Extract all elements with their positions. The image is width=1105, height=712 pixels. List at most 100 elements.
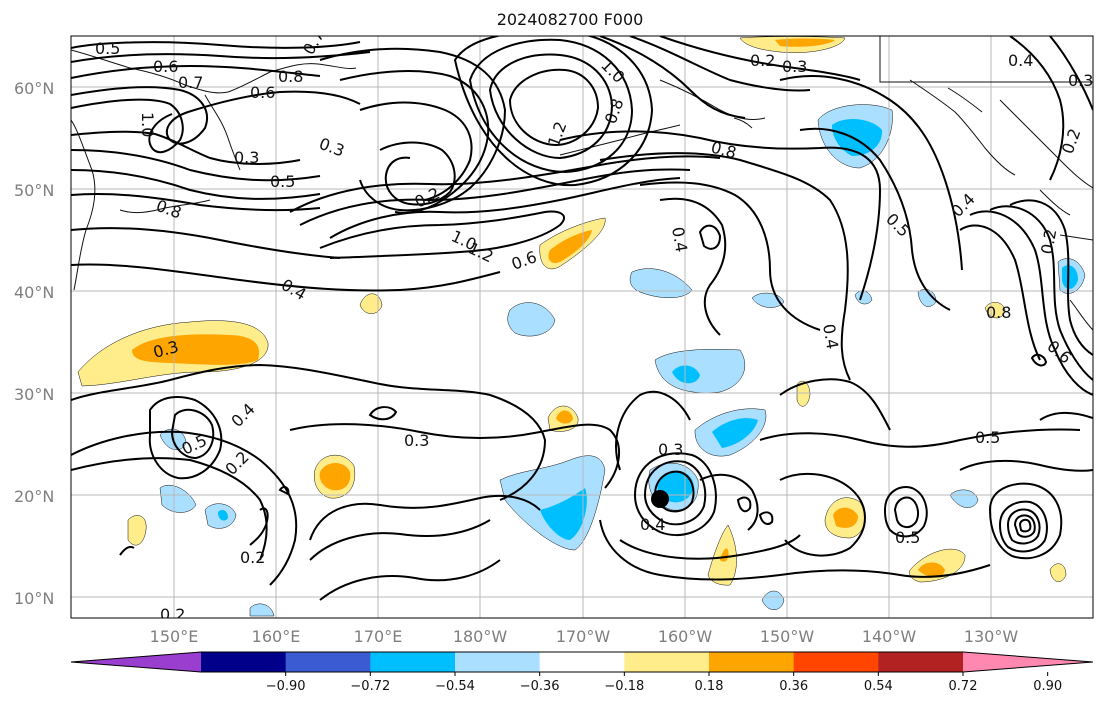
negative-anomaly-area <box>540 488 587 540</box>
longitude-label: 180°W <box>453 627 508 646</box>
contour-label: 0.3 <box>658 440 683 459</box>
longitude-label: 160°E <box>252 627 301 646</box>
contour-label: 0.5 <box>270 172 295 191</box>
coastlines <box>71 36 1093 331</box>
contour-label: 0.2 <box>160 605 185 624</box>
colorbar-tick-label: 0.36 <box>779 679 808 694</box>
contour-label: 0.3 <box>234 148 259 167</box>
contour-label: 0.5 <box>975 428 1000 447</box>
contour-label: 0.7 <box>299 26 328 58</box>
colorbar-swatch <box>370 652 456 672</box>
latitude-axis: 60°N 50°N 40°N 30°N 20°N 10°N <box>14 79 54 608</box>
latitude-label: 10°N <box>14 589 54 608</box>
negative-anomaly-area <box>499 455 606 551</box>
contour-label: 0.2 <box>750 51 775 70</box>
longitude-label: 130°W <box>964 627 1019 646</box>
longitude-label: 170°E <box>354 627 403 646</box>
contour-label: 0.6 <box>509 247 539 274</box>
map-frame <box>70 35 1094 619</box>
negative-anomaly-area <box>761 590 785 610</box>
negative-anomaly-area <box>507 302 556 337</box>
contour-label: 0.8 <box>986 303 1011 322</box>
shaded-areas <box>77 36 1086 617</box>
contour-label: 0.4 <box>640 515 665 534</box>
colorbar-swatch <box>793 652 879 672</box>
contour-label: 0.5 <box>95 39 120 58</box>
contour-label: 0.4 <box>278 275 310 304</box>
contour-label: 0.4 <box>819 322 842 350</box>
contour-label: 0.3 <box>404 431 429 450</box>
colorbar-swatch <box>878 652 964 672</box>
contour-label: 0.6 <box>153 57 178 76</box>
contour-label: 0.8 <box>709 138 739 163</box>
longitude-label: 160°W <box>658 627 713 646</box>
contour-label: 1.2 <box>544 119 571 149</box>
negative-anomaly-area <box>949 489 979 508</box>
positive-anomaly-area <box>132 334 260 365</box>
contour-label: 0.6 <box>1043 337 1075 368</box>
colorbar-swatch <box>285 652 371 672</box>
contour-label: 0.8 <box>278 67 303 86</box>
colorbar-tick-label: −0.18 <box>604 679 644 694</box>
contour-label: 0.2 <box>1037 227 1060 255</box>
positive-anomaly-area <box>556 410 573 424</box>
latitude-label: 50°N <box>14 181 54 200</box>
map-panel: 0.5 0.6 0.7 0.8 0.6 0.7 1.0 0.3 0.5 0.8 … <box>71 26 1093 624</box>
map-title: 2024082700 F000 <box>496 10 644 29</box>
positive-anomaly-area <box>548 230 592 264</box>
contour-label: 0.3 <box>317 134 347 161</box>
colorbar-swatch <box>624 652 710 672</box>
contour-label: 0.3 <box>782 57 807 76</box>
contour-label: 0.5 <box>895 528 920 547</box>
colorbar-outline <box>70 651 1094 673</box>
longitude-label: 170°W <box>556 627 611 646</box>
negative-anomaly-area <box>629 268 693 298</box>
contour-label: 0.4 <box>947 189 978 220</box>
contour-label: 1.0 <box>138 112 157 137</box>
contour-label: 0.2 <box>240 548 265 567</box>
longitude-axis: 150°E 160°E 170°E 180°W 170°W 160°W 150°… <box>150 627 1019 646</box>
contour-label: 0.4 <box>227 399 258 430</box>
negative-anomaly-area <box>854 290 873 305</box>
colorbar-tick-label: 0.90 <box>1033 679 1062 694</box>
positive-anomaly-area <box>319 463 351 491</box>
colorbar-swatch <box>709 652 795 672</box>
contour-label: 0.8 <box>601 96 628 126</box>
negative-anomaly-area <box>218 510 228 521</box>
latitude-label: 30°N <box>14 385 54 404</box>
negative-anomaly-area <box>249 603 275 617</box>
contour-label: 0.2 <box>412 184 443 212</box>
gridlines <box>71 36 1093 618</box>
colorbar-tick-label: 0.54 <box>864 679 893 694</box>
positive-anomaly-area <box>127 515 147 546</box>
contour-label: 0.5 <box>882 209 913 240</box>
positive-anomaly-area <box>918 562 945 577</box>
positive-anomaly-area <box>359 293 383 314</box>
contour-label: 0.2 <box>1058 126 1085 156</box>
negative-anomaly-area <box>654 349 746 393</box>
positive-anomaly-area <box>833 507 858 528</box>
negative-anomaly-area <box>672 365 700 384</box>
colorbar-swatch <box>201 652 287 672</box>
latitude-label: 40°N <box>14 283 54 302</box>
positive-anomaly-area <box>775 38 835 47</box>
negative-anomaly-area <box>712 418 758 448</box>
contour-label-group: 0.5 0.6 0.7 0.8 0.6 0.7 1.0 0.3 0.5 0.8 … <box>95 26 1093 624</box>
colorbar-min-extension <box>71 652 201 672</box>
positive-anomaly-area <box>1049 563 1067 582</box>
longitude-label: 150°W <box>760 627 815 646</box>
negative-anomaly-area <box>1062 265 1078 289</box>
contour-label: 0.4 <box>1008 51 1033 70</box>
contour-label: 1.0 <box>597 55 628 86</box>
latitude-label: 60°N <box>14 79 54 98</box>
colorbar-tick-label: −0.36 <box>520 679 560 694</box>
contour-lines <box>71 36 1093 601</box>
longitude-label: 150°E <box>150 627 199 646</box>
contour-label: 0.4 <box>668 225 691 253</box>
colorbar-swatch <box>455 652 541 672</box>
colorbar-tick-label: −0.54 <box>435 679 475 694</box>
storm-center-marker <box>651 490 669 508</box>
contour-label: 0.8 <box>154 196 184 223</box>
colorbar-max-extension <box>963 652 1093 672</box>
